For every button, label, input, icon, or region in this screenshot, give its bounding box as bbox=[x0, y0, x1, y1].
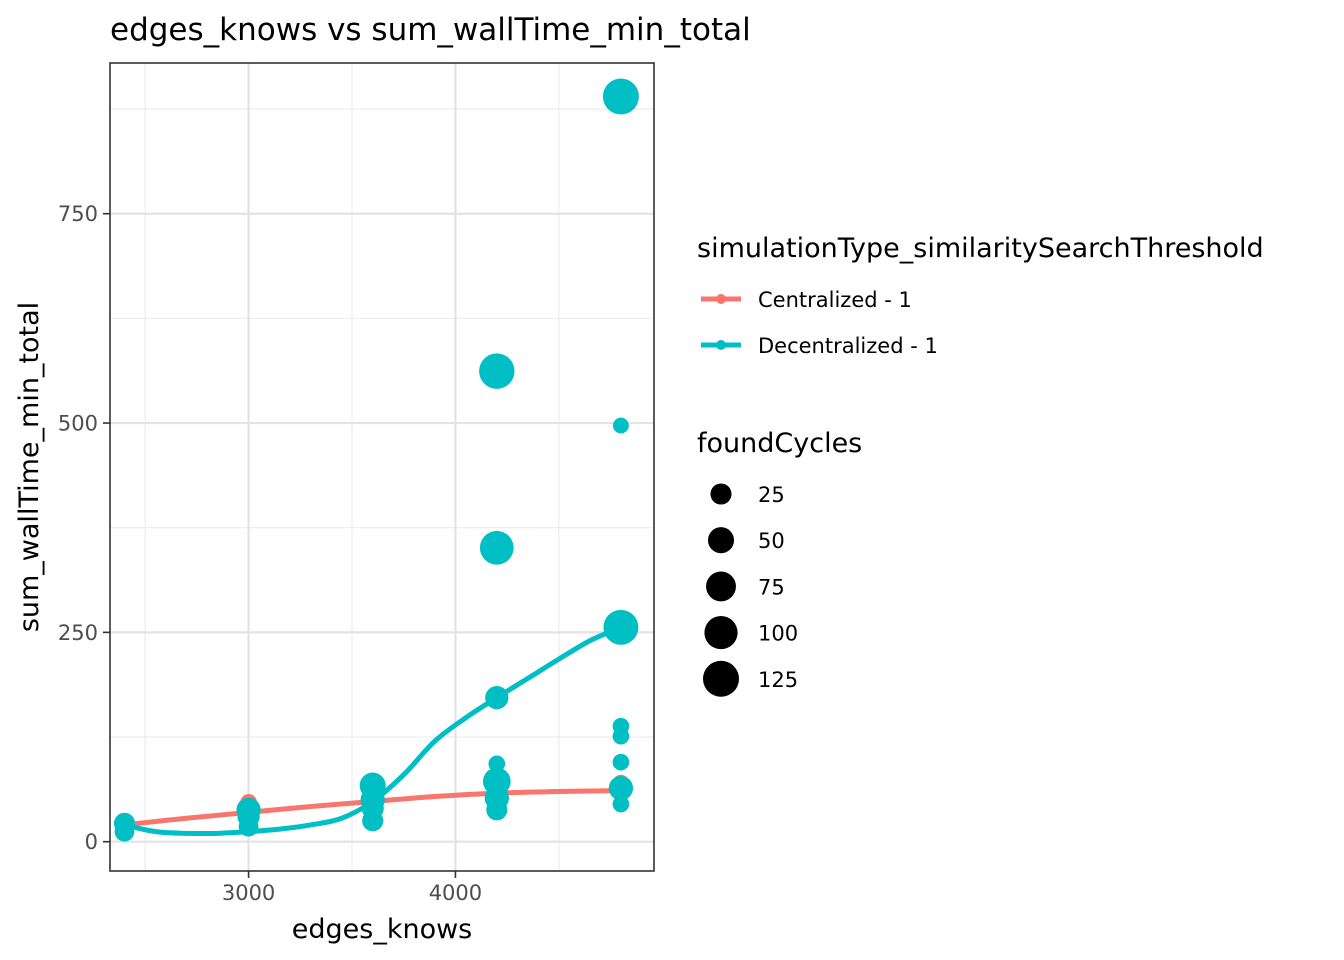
size-legend-item: 75 bbox=[706, 571, 785, 602]
data-point bbox=[114, 821, 135, 842]
y-axis: 0 250 500 750 bbox=[58, 202, 110, 854]
data-point bbox=[362, 810, 384, 832]
data-point bbox=[603, 609, 639, 645]
color-legend-item: Decentralized - 1 bbox=[701, 334, 938, 358]
size-legend-key bbox=[707, 527, 735, 554]
size-legend-key bbox=[710, 483, 732, 505]
data-point bbox=[238, 816, 259, 837]
color-legend-key-point bbox=[716, 340, 726, 350]
data-point bbox=[479, 353, 515, 389]
x-axis: 3000 4000 bbox=[222, 871, 482, 905]
size-legend-item: 100 bbox=[704, 616, 798, 650]
size-legend-item: 50 bbox=[707, 527, 785, 554]
size-legend-key bbox=[706, 571, 736, 602]
data-point bbox=[486, 799, 508, 821]
size-legend-label: 100 bbox=[758, 622, 798, 646]
plot-panel bbox=[109, 62, 655, 872]
size-legend-label: 50 bbox=[758, 529, 785, 553]
size-legend-item: 125 bbox=[703, 660, 798, 697]
data-point bbox=[479, 530, 514, 565]
y-tick-label: 500 bbox=[58, 412, 98, 436]
color-legend-label: Centralized - 1 bbox=[758, 288, 912, 312]
y-tick-label: 0 bbox=[85, 830, 98, 854]
color-legend-key-point bbox=[716, 294, 726, 304]
data-point bbox=[602, 78, 639, 115]
size-legend-label: 75 bbox=[758, 575, 785, 599]
data-point bbox=[612, 417, 629, 434]
size-legend-label: 25 bbox=[758, 483, 785, 507]
panel-border bbox=[109, 62, 655, 872]
color-legend-label: Decentralized - 1 bbox=[758, 334, 938, 358]
x-tick-label: 3000 bbox=[222, 881, 275, 905]
y-axis-label: sum_wallTime_min_total bbox=[14, 302, 45, 632]
data-point bbox=[612, 795, 630, 813]
y-tick-label: 250 bbox=[58, 621, 98, 645]
major-gridlines bbox=[110, 63, 654, 871]
data-point bbox=[485, 686, 509, 710]
size-legend-title: foundCycles bbox=[697, 428, 862, 459]
minor-gridlines bbox=[110, 63, 654, 871]
size-legend-key bbox=[704, 616, 738, 650]
size-legend-item: 25 bbox=[710, 483, 785, 507]
data-point bbox=[488, 755, 506, 773]
panel-background bbox=[110, 63, 654, 871]
color-legend-title: simulationType_similaritySearchThreshold bbox=[697, 233, 1264, 264]
data-point bbox=[608, 775, 634, 801]
size-legend-key bbox=[703, 660, 739, 697]
color-legend: simulationType_similaritySearchThreshold… bbox=[697, 233, 1264, 358]
data-point bbox=[612, 753, 630, 771]
chart-title: edges_knows vs sum_wallTime_min_total bbox=[110, 12, 751, 48]
x-axis-label: edges_knows bbox=[292, 914, 472, 945]
data-points bbox=[113, 78, 639, 842]
x-tick-label: 4000 bbox=[429, 881, 482, 905]
color-legend-item: Centralized - 1 bbox=[701, 288, 912, 312]
size-legend-label: 125 bbox=[758, 668, 798, 692]
data-point bbox=[612, 727, 630, 745]
y-tick-label: 750 bbox=[58, 202, 98, 226]
size-legend: foundCycles 25 50 75 100 125 bbox=[697, 428, 862, 697]
